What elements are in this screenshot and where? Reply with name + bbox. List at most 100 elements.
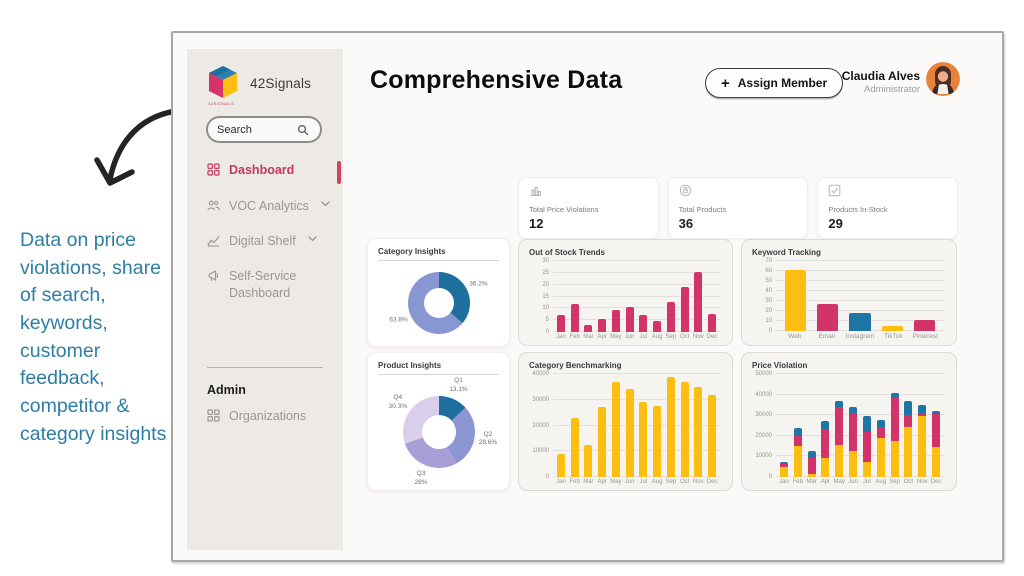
bar — [849, 313, 871, 331]
chart-card-category-benchmarking: Category Benchmarking 0 10000 20000 30000 40… — [518, 352, 733, 491]
bar — [817, 304, 839, 331]
people-icon — [207, 200, 220, 211]
gridline — [553, 373, 720, 374]
y-tick-label: 40 — [765, 288, 772, 294]
bar — [570, 417, 579, 477]
avatar[interactable] — [926, 62, 960, 96]
bar-segment — [779, 463, 788, 467]
bar-segment — [904, 426, 913, 477]
bar-chart-icon — [531, 187, 541, 196]
brand-name: 42Signals — [250, 75, 312, 91]
bar-segment — [835, 445, 844, 477]
y-tick-label: 0 — [768, 474, 772, 480]
x-tick-label: Aug — [651, 334, 663, 340]
bar-segment — [779, 466, 788, 477]
donut-slice-label: Q4 30.3% — [388, 394, 407, 410]
gridline — [553, 283, 720, 285]
bar — [694, 271, 703, 332]
bar — [625, 389, 634, 477]
donut-slice-label: Q1 13.1% — [449, 377, 468, 394]
bar — [666, 376, 675, 477]
bar — [598, 318, 607, 332]
line-chart-icon — [207, 235, 220, 247]
donut — [402, 396, 475, 468]
bar-slot — [651, 261, 663, 332]
bar-slot — [583, 261, 595, 332]
bar-slot — [610, 374, 622, 477]
x-tick-label: Instagram — [845, 333, 875, 340]
x-tick-label: Dec — [706, 334, 718, 340]
bar-slot — [889, 374, 901, 477]
bar — [680, 287, 689, 332]
bar-segment — [835, 406, 844, 446]
y-tick-label: 70 — [765, 258, 772, 264]
sidebar-item-dashboard[interactable]: Dashboard — [207, 162, 294, 179]
x-tick-label: Aug — [651, 479, 663, 485]
dashboard-window: 42Signals 42SIGNALS Dashboard — [171, 31, 1004, 562]
y-tick-label: 10 — [765, 318, 772, 324]
bar-slot — [706, 261, 718, 332]
donut-slice-label: Q3 28% — [414, 470, 428, 486]
bar-slot — [916, 374, 928, 477]
stacked-bar — [904, 374, 913, 477]
y-tick-label: 0 — [545, 329, 549, 335]
chart-card-price-violation: Price Violation 0 10000 20000 30000 40000 500… — [741, 352, 957, 491]
gridline — [776, 373, 944, 374]
bar-slot — [638, 374, 650, 477]
category-benchmarking-bar-chart: 0 10000 20000 30000 40000 Jan Feb Mar Apr May Jun J… — [529, 371, 722, 485]
bars — [776, 374, 944, 477]
plus-icon: + — [721, 74, 730, 92]
bar — [570, 303, 579, 332]
chart-title: Category Benchmarking — [529, 361, 622, 370]
gridline — [776, 414, 944, 416]
bars — [553, 261, 720, 332]
x-tick-label: Oct — [903, 479, 914, 485]
x-tick-label: Nov — [693, 334, 704, 340]
megaphone-icon — [208, 270, 219, 282]
gridline — [553, 295, 720, 297]
stacked-bar — [835, 374, 844, 477]
x-axis-labels: Jan Feb Mar Apr May Jun Jul Aug Sep Oct Nov Dec — [553, 479, 720, 485]
x-axis-labels: Jan Feb Mar Apr May Jun Jul Aug Sep Oct Nov Dec — [776, 479, 944, 485]
gridline — [776, 434, 944, 436]
grid-icon — [207, 409, 220, 422]
bar-slot — [879, 261, 905, 331]
sidebar-item-voc-analytics[interactable]: VOC Analytics — [207, 198, 330, 215]
bar-segment — [890, 397, 899, 441]
bar-slot — [693, 374, 705, 477]
y-tick-label: 30000 — [755, 412, 772, 419]
bar-slot — [651, 374, 663, 477]
stat-label: Total Products — [678, 205, 727, 214]
gridline — [776, 476, 944, 477]
bar-segment — [849, 413, 858, 452]
bar-segment — [821, 458, 830, 477]
42signals-logo-icon — [209, 66, 237, 98]
chart-plot: 0 10000 20000 30000 40000 — [532, 371, 720, 480]
bar-slot — [706, 374, 718, 477]
sidebar-item-self-service-dashboard[interactable]: Self-Service Dashboard — [207, 268, 331, 302]
y-tick-label: 30 — [542, 258, 549, 264]
bar-slot — [679, 261, 691, 332]
stat-card-products-in-stock: Products In-Stock 29 — [817, 177, 959, 239]
search-input[interactable] — [217, 123, 297, 136]
x-tick-label: Pinterest — [912, 333, 938, 340]
bar-slot — [693, 261, 705, 332]
x-tick-label: Jun — [848, 479, 858, 485]
bar — [611, 309, 620, 332]
x-tick-label: Jun — [624, 479, 635, 485]
bar-segment — [918, 404, 927, 414]
x-tick-label: Oct — [679, 479, 690, 485]
bar-segment — [890, 440, 899, 477]
sidebar-item-digital-shelf[interactable]: Digital Shelf — [207, 233, 317, 250]
bar — [694, 386, 703, 477]
assign-member-button[interactable]: + Assign Member — [705, 68, 844, 98]
x-tick-label: Feb — [792, 479, 803, 485]
bar — [881, 326, 903, 331]
sidebar-item-organizations[interactable]: Organizations — [207, 408, 306, 425]
x-tick-label: May — [833, 479, 845, 485]
bar-segment — [918, 416, 927, 477]
annotation-text: Data on price violations, share of searc… — [20, 229, 167, 445]
search-box[interactable] — [206, 116, 322, 143]
gridline — [776, 393, 944, 395]
bar-slot — [665, 261, 677, 332]
